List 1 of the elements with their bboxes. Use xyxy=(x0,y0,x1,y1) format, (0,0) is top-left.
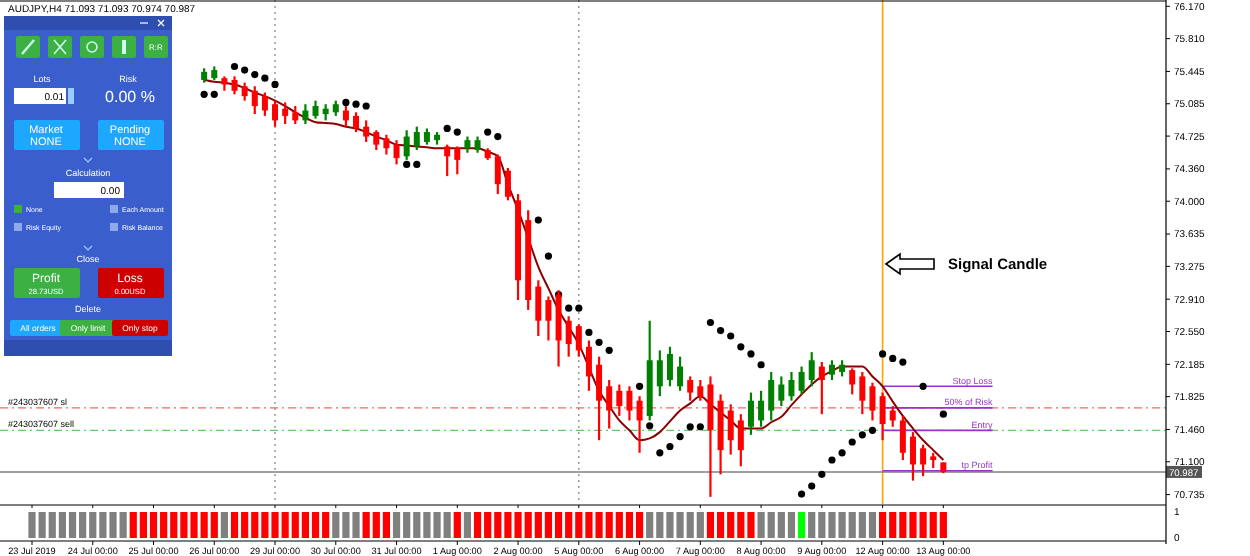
annotation: 0.00 % xyxy=(105,88,155,106)
